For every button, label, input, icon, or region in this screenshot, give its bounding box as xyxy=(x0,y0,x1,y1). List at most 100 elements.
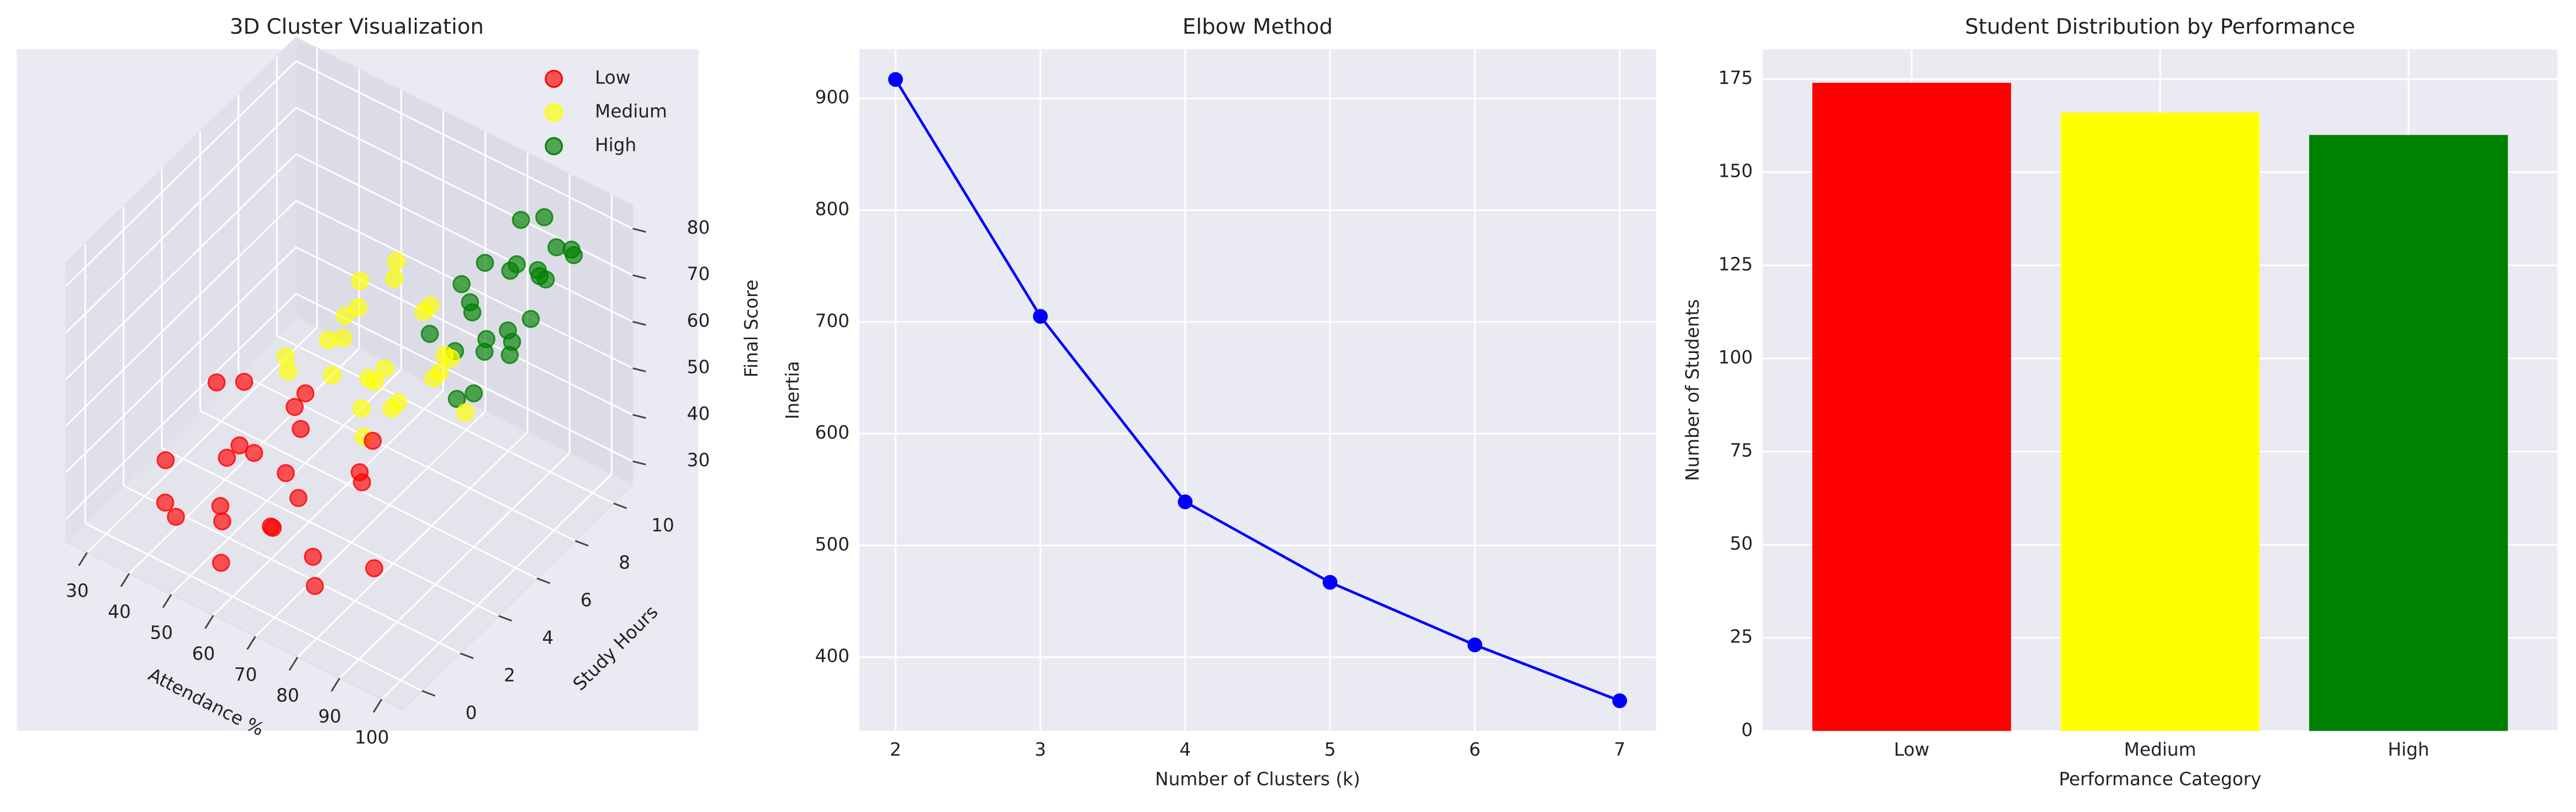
y-tick-label: 800 xyxy=(815,199,849,220)
data-point xyxy=(352,399,371,418)
grid-line xyxy=(295,60,634,230)
grid-line xyxy=(295,293,634,462)
data-point xyxy=(564,246,583,265)
tick-mark xyxy=(498,615,512,622)
z-tick-label: 70 xyxy=(687,263,710,284)
grid-line xyxy=(65,293,297,520)
bar xyxy=(1812,82,2012,731)
data-point xyxy=(245,444,263,462)
grid-line xyxy=(295,153,634,323)
tick-mark xyxy=(330,677,341,692)
x-tick-label: Low xyxy=(1894,739,1929,760)
z-tick-label: 40 xyxy=(687,403,710,424)
y-tick-label: 75 xyxy=(1730,440,1753,461)
data-point xyxy=(263,519,282,537)
data-point xyxy=(456,403,474,421)
data-point xyxy=(277,347,295,366)
grid-line xyxy=(65,200,297,426)
y-tick-label: 700 xyxy=(815,310,849,331)
data-point xyxy=(435,346,454,364)
grid-line xyxy=(381,473,613,700)
y-axis-label: Number of Students xyxy=(1682,299,1703,481)
grid-line xyxy=(255,410,486,637)
y-tick-label: 6 xyxy=(580,590,592,611)
x-axis-label: Performance Category xyxy=(2059,768,2262,789)
x-tick-label: 40 xyxy=(108,602,131,623)
data-point xyxy=(414,303,433,321)
y-tick-label: 10 xyxy=(651,515,674,536)
x-tick-label: High xyxy=(2388,739,2429,760)
tick-mark xyxy=(460,652,474,660)
data-point xyxy=(350,463,369,482)
data-point xyxy=(1612,693,1627,709)
legend-label: High xyxy=(595,135,636,156)
grid-line xyxy=(213,389,444,616)
x-tick-label: 90 xyxy=(318,706,341,727)
x-tick-label: 70 xyxy=(234,664,257,685)
tick-mark xyxy=(632,460,646,466)
data-point xyxy=(211,497,230,515)
data-point xyxy=(305,577,324,595)
y-tick-label: 100 xyxy=(1718,347,1752,368)
bar xyxy=(2309,135,2508,731)
y-tick-label: 500 xyxy=(815,534,849,555)
grid-line xyxy=(276,335,614,504)
x-tick-label: 100 xyxy=(355,727,389,748)
data-point xyxy=(477,330,495,349)
y-tick-label: 125 xyxy=(1718,254,1752,275)
legend-marker xyxy=(545,137,563,156)
x-tick-label: 5 xyxy=(1324,739,1336,760)
y-tick-label: 0 xyxy=(466,702,477,723)
tick-mark xyxy=(632,320,646,326)
data-point xyxy=(277,464,295,482)
tick-mark xyxy=(632,367,646,372)
y-tick-label: 8 xyxy=(619,552,630,573)
data-point xyxy=(351,272,369,290)
grid-line xyxy=(65,60,297,287)
data-point xyxy=(389,393,407,412)
y-tick-label: 50 xyxy=(1730,533,1753,554)
y-tick-label: 900 xyxy=(815,87,849,108)
grid-line xyxy=(85,523,423,692)
data-point xyxy=(304,547,322,566)
z-tick-label: 80 xyxy=(687,217,710,238)
x-tick-label: 6 xyxy=(1469,739,1481,760)
data-point xyxy=(156,451,175,470)
grid-line xyxy=(65,107,297,334)
x-tick-label: Medium xyxy=(2124,739,2197,760)
y-tick-label: 2 xyxy=(504,665,515,686)
tick-mark xyxy=(120,573,130,587)
data-point xyxy=(207,373,226,392)
data-point xyxy=(387,252,405,271)
legend-marker xyxy=(545,103,563,122)
tick-mark xyxy=(162,594,172,608)
z-tick-label: 30 xyxy=(687,450,710,471)
tick-mark xyxy=(632,414,646,419)
data-point xyxy=(218,449,236,467)
data-point xyxy=(431,362,450,381)
data-point xyxy=(476,254,494,272)
chart-title: Student Distribution by Performance xyxy=(1965,14,2356,39)
data-point xyxy=(385,269,404,288)
tick-mark xyxy=(574,540,589,547)
tick-mark xyxy=(78,552,88,566)
y-tick-label: 600 xyxy=(815,422,849,443)
data-point xyxy=(547,238,566,256)
data-point xyxy=(535,208,553,226)
data-point xyxy=(447,389,466,408)
data-point xyxy=(212,553,230,572)
data-point xyxy=(235,372,254,391)
data-point xyxy=(376,359,394,378)
grid-line xyxy=(339,452,571,679)
y-tick-label: 4 xyxy=(542,627,553,648)
grid-line xyxy=(199,410,537,579)
y-tick-label: 25 xyxy=(1730,626,1753,647)
y-tick-label: 400 xyxy=(815,646,849,667)
chart-title: 3D Cluster Visualization xyxy=(230,14,484,39)
data-point xyxy=(1178,494,1193,509)
data-point xyxy=(230,436,249,455)
data-point xyxy=(499,321,517,340)
x-tick-label: 50 xyxy=(150,622,173,643)
x-axis-label: Number of Clusters (k) xyxy=(1155,768,1360,789)
